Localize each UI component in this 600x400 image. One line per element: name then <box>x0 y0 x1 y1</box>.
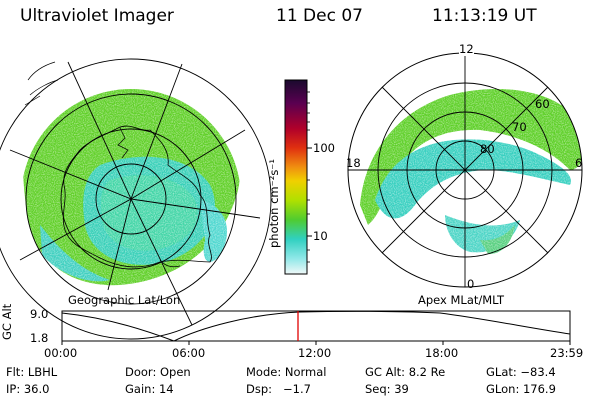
geographic-image-panel <box>0 58 272 340</box>
mlt-label-18: 18 <box>346 156 361 170</box>
left-panel-caption: Geographic Lat/Lon <box>68 293 181 307</box>
altitude-curve <box>61 310 571 342</box>
altitude-tick-high: 9.0 <box>30 307 49 321</box>
altitude-tick-low: 1.8 <box>30 331 49 345</box>
colorbar-unit-label: photon cm⁻²s⁻¹ <box>267 159 281 248</box>
mlt-label-6: 6 <box>575 156 583 170</box>
time-tick-0600: 06:00 <box>172 346 206 360</box>
status-glon: GLon: 176.9 <box>486 382 556 396</box>
status-glat: GLat: −83.4 <box>486 365 556 379</box>
coastline <box>62 125 212 268</box>
right-panel-caption: Apex MLat/MLT <box>418 293 505 307</box>
status-dsp: Dsp: −1.7 <box>246 382 311 396</box>
altitude-axis-label: GC Alt <box>0 303 14 340</box>
time-tick-2359: 23:59 <box>550 346 584 360</box>
time-tick-1800: 18:00 <box>425 346 459 360</box>
colorbar-tick-100: 100 <box>313 141 335 155</box>
status-seq: Seq: 39 <box>365 382 409 396</box>
status-flt: Flt: LBHL <box>6 365 58 379</box>
mlat-label-80: 80 <box>480 142 495 156</box>
status-ip: IP: 36.0 <box>6 382 50 396</box>
mlat-label-60: 60 <box>535 97 550 111</box>
mlat-label-70: 70 <box>512 120 527 134</box>
date-label: 11 Dec 07 <box>276 6 363 26</box>
mlt-label-12: 12 <box>459 42 474 56</box>
time-tick-1200: 12:00 <box>298 346 332 360</box>
colorbar <box>284 79 312 275</box>
altitude-plot <box>61 310 571 345</box>
mlt-label-0: 0 <box>467 277 475 291</box>
status-gain: Gain: 14 <box>125 382 174 396</box>
time-tick-0000: 00:00 <box>44 346 78 360</box>
instrument-title: Ultraviolet Imager <box>20 6 174 26</box>
status-door: Door: Open <box>125 365 191 379</box>
time-label: 11:13:19 UT <box>432 6 537 26</box>
magnetic-image-panel <box>347 52 583 288</box>
status-gc-alt: GC Alt: 8.2 Re <box>365 365 446 379</box>
colorbar-tick-10: 10 <box>313 229 328 243</box>
status-mode: Mode: Normal <box>246 365 327 379</box>
